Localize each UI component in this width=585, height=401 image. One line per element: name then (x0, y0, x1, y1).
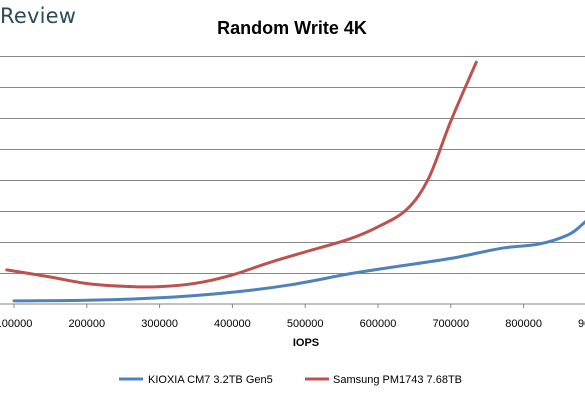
legend: KIOXIA CM7 3.2TB Gen5 Samsung PM1743 7.68… (119, 374, 462, 386)
x-axis-label: IOPS (293, 337, 319, 349)
x-tick-label: 200000 (68, 318, 105, 330)
x-tick-label: 700000 (432, 318, 469, 330)
review-logo: Review (0, 4, 77, 28)
series-line-1 (12, 220, 585, 303)
series-layer (5, 60, 585, 303)
x-tick-label: 300000 (141, 318, 178, 330)
legend-label-2: Samsung PM1743 7.68TB (333, 374, 462, 386)
x-tick-label: 100000 (0, 318, 32, 330)
x-tick-label: 500000 (287, 318, 324, 330)
chart-title: Random Write 4K (217, 18, 367, 38)
x-tick-label: 400000 (214, 318, 251, 330)
x-tick-label: 900000 (578, 318, 585, 330)
x-tick-label: 600000 (360, 318, 397, 330)
x-tick-label: 800000 (505, 318, 542, 330)
series-line-2 (5, 60, 478, 289)
x-tick-labels: 100000 200000 300000 400000 500000 600000 7000… (0, 304, 585, 330)
legend-label-1: KIOXIA CM7 3.2TB Gen5 (148, 374, 273, 386)
gridlines (0, 56, 585, 274)
